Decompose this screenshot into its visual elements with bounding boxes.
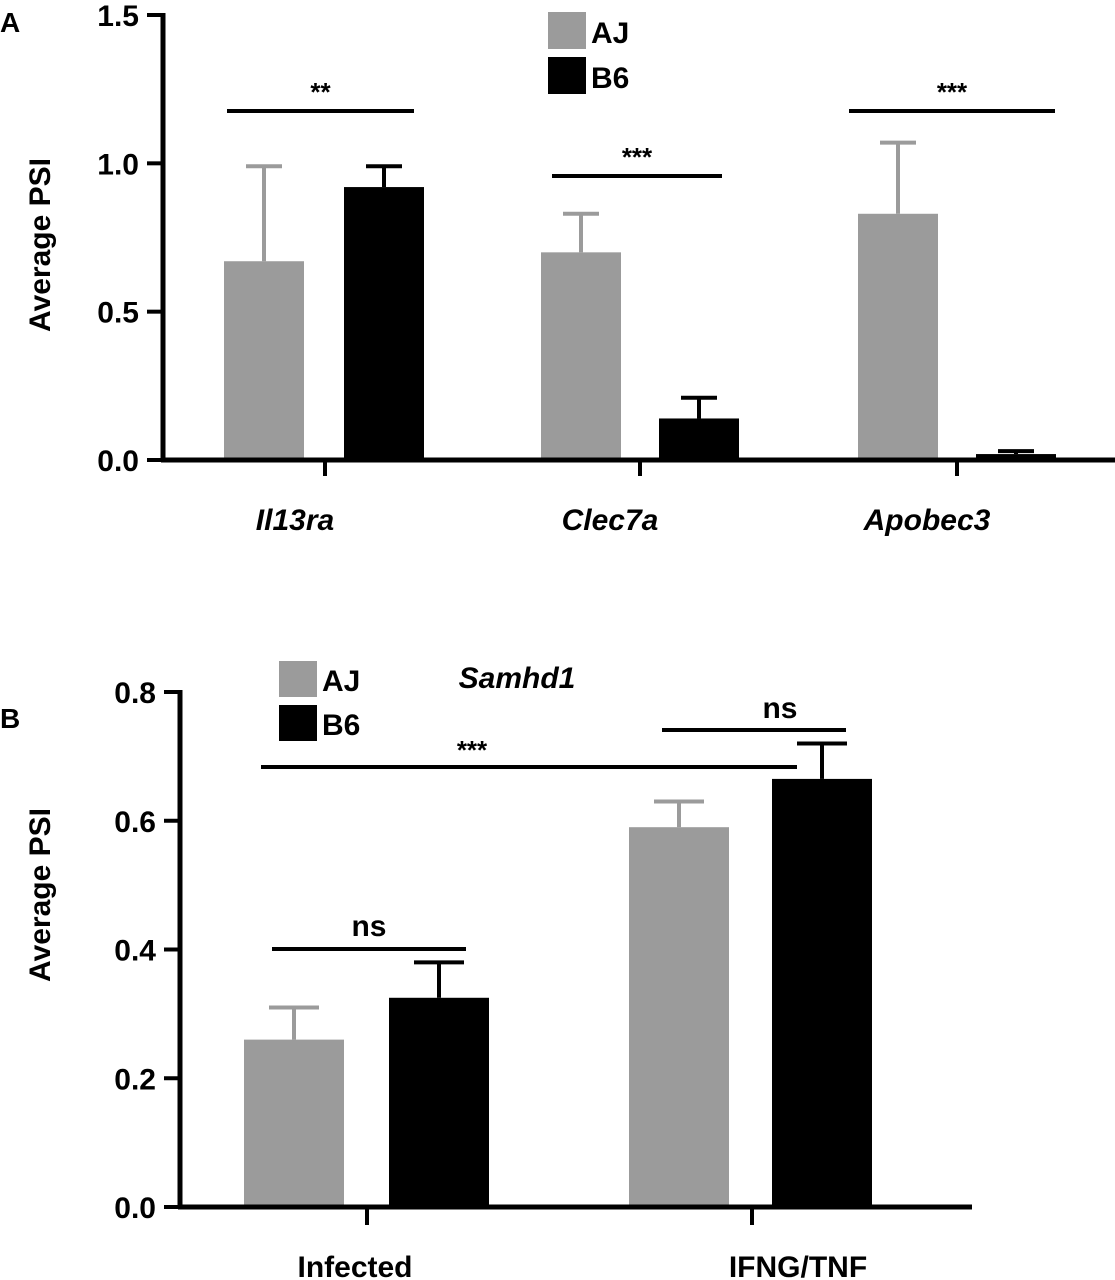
legend-swatch-b-aj [279,661,317,697]
bar-b6-0 [389,997,489,1207]
panel-label-b: B [0,703,20,734]
y-tick-label-b-0: 0.0 [114,1192,156,1225]
bar-b6-il13ra [344,187,424,461]
bar-b6-1 [772,778,872,1207]
x-tick-label-a-2: Apobec3 [863,504,991,537]
bar-aj-0 [244,1039,344,1207]
y-axis-label-a: Average PSI [24,158,57,332]
significance-label-b-2: *** [457,735,488,765]
panel-label-a: A [0,7,20,38]
y-axis-label-b: Average PSI [24,808,57,982]
legend-label-b-aj: AJ [322,665,360,698]
significance-label-b-1: ns [762,692,797,725]
x-tick-label-a-1: Clec7a [562,504,659,537]
bar-aj-1 [629,827,729,1207]
y-tick-label-b-4: 0.8 [114,677,156,710]
y-tick-label-a-0: 0.0 [97,445,139,478]
y-tick-label-b-1: 0.2 [114,1063,156,1096]
bar-aj-clec7a [541,252,621,460]
significance-label-a-2: *** [937,77,968,107]
y-tick-label-a-3: 1.5 [97,0,139,33]
significance-label-b-0: ns [351,910,386,943]
legend-swatch-a-b6 [548,57,586,94]
x-tick-label-a-0: Il13ra [256,504,334,537]
bar-b6-apobec3 [976,454,1056,460]
legend-label-b-b6: B6 [322,709,360,742]
legend-label-a-b6: B6 [591,62,629,95]
y-tick-label-a-1: 0.5 [97,297,139,330]
bar-aj-apobec3 [858,213,938,460]
bar-b6-clec7a [659,418,739,460]
legend-label-a-aj: AJ [591,17,629,50]
x-tick-label-b-0: Infected [297,1251,412,1280]
significance-label-a-1: *** [622,142,653,172]
y-tick-label-a-2: 1.0 [97,148,139,181]
legend-swatch-b-b6 [279,705,317,741]
x-tick-label-b-1: IFNG/TNF [729,1251,867,1280]
legend-swatch-a-aj [548,12,586,49]
y-tick-label-b-3: 0.6 [114,806,156,839]
bar-aj-il13ra [224,261,304,460]
significance-label-a-0: ** [310,77,331,107]
chart-title-b: Samhd1 [459,662,576,695]
y-tick-label-b-2: 0.4 [114,935,156,968]
